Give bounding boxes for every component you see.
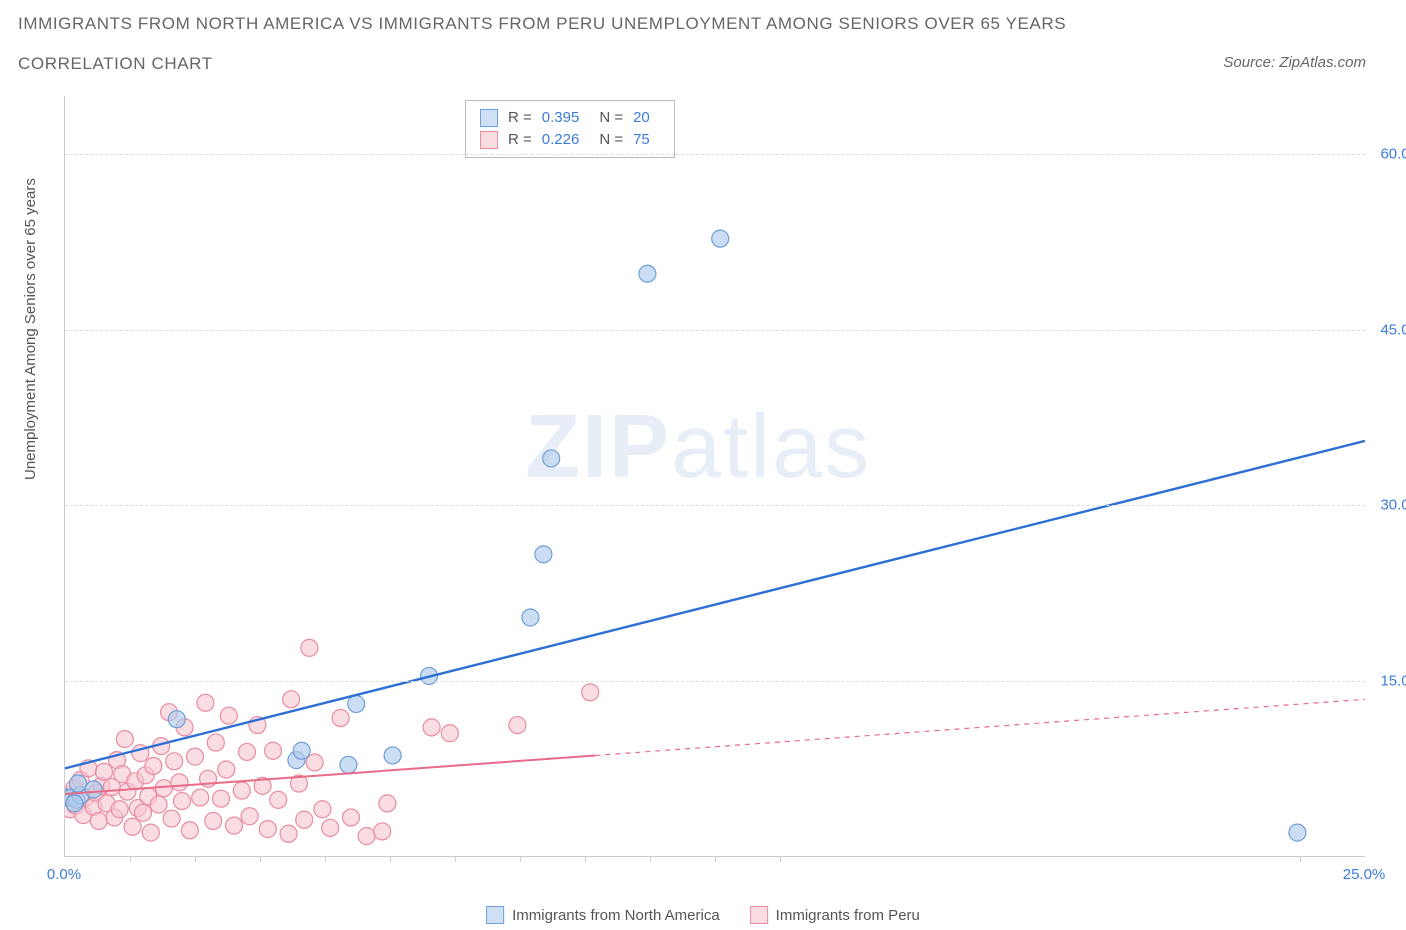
chart-title-line2: CORRELATION CHART — [18, 54, 213, 74]
plot-area: ZIPatlas R = 0.395 N = 20 R = 0.226 N = … — [64, 96, 1365, 857]
legend-n-value-a: 20 — [633, 107, 650, 129]
x-tick — [130, 856, 131, 862]
x-tick-label: 25.0% — [1343, 866, 1386, 883]
y-tick-label: 45.0% — [1371, 321, 1406, 338]
chart-svg — [65, 96, 1365, 856]
x-tick — [780, 856, 781, 862]
y-tick-label: 30.0% — [1371, 497, 1406, 514]
legend-swatch-a — [480, 109, 498, 127]
legend-stats-row-b: R = 0.226 N = 75 — [480, 129, 660, 151]
chart-container: IMMIGRANTS FROM NORTH AMERICA VS IMMIGRA… — [0, 0, 1406, 930]
x-tick — [390, 856, 391, 862]
x-tick — [195, 856, 196, 862]
source-name: ZipAtlas.com — [1279, 54, 1366, 71]
legend-bottom-label-a: Immigrants from North America — [512, 907, 720, 924]
x-tick-label: 0.0% — [47, 866, 81, 883]
source-prefix: Source: — [1223, 54, 1279, 71]
x-tick — [650, 856, 651, 862]
legend-r-label-a: R = — [508, 107, 532, 129]
legend-bottom-item-a: Immigrants from North America — [486, 906, 720, 924]
grid-line — [65, 330, 1365, 331]
grid-line — [65, 681, 1365, 682]
x-tick — [585, 856, 586, 862]
chart-title-line1: IMMIGRANTS FROM NORTH AMERICA VS IMMIGRA… — [18, 14, 1066, 34]
x-tick — [260, 856, 261, 862]
y-tick-label: 60.0% — [1371, 146, 1406, 163]
legend-n-value-b: 75 — [633, 129, 650, 151]
x-tick — [520, 856, 521, 862]
legend-stats-row-a: R = 0.395 N = 20 — [480, 107, 660, 129]
legend-r-value-a: 0.395 — [542, 107, 580, 129]
source-credit: Source: ZipAtlas.com — [1223, 54, 1366, 71]
x-tick — [1300, 856, 1301, 862]
legend-n-label-a: N = — [599, 107, 623, 129]
legend-swatch-b — [480, 131, 498, 149]
legend-r-value-b: 0.226 — [542, 129, 580, 151]
legend-bottom-swatch-b — [750, 906, 768, 924]
grid-line — [65, 505, 1365, 506]
legend-r-label-b: R = — [508, 129, 532, 151]
y-tick-label: 15.0% — [1371, 672, 1406, 689]
legend-bottom-swatch-a — [486, 906, 504, 924]
legend-bottom: Immigrants from North America Immigrants… — [486, 906, 920, 924]
x-tick — [715, 856, 716, 862]
grid-line — [65, 154, 1365, 155]
x-tick — [455, 856, 456, 862]
legend-n-label-b: N = — [599, 129, 623, 151]
legend-bottom-item-b: Immigrants from Peru — [750, 906, 920, 924]
legend-stats: R = 0.395 N = 20 R = 0.226 N = 75 — [465, 100, 675, 158]
y-axis-label: Unemployment Among Seniors over 65 years — [22, 178, 39, 480]
legend-bottom-label-b: Immigrants from Peru — [776, 907, 920, 924]
x-tick — [325, 856, 326, 862]
